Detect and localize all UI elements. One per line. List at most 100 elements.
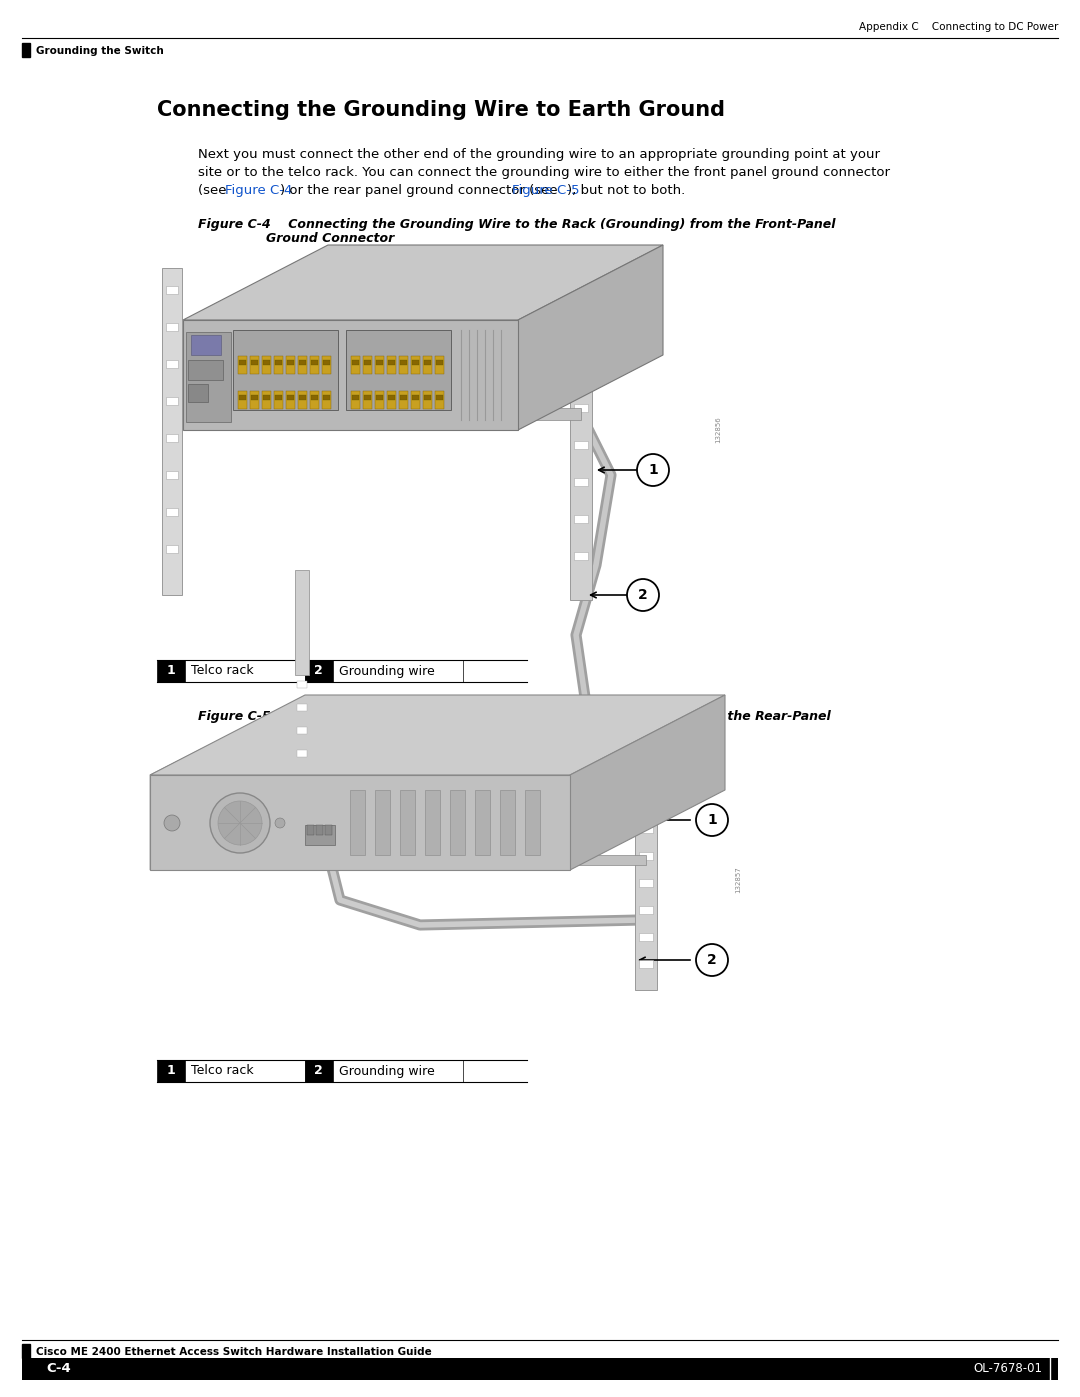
Bar xyxy=(400,395,407,400)
Circle shape xyxy=(210,793,270,854)
Text: Grounding wire: Grounding wire xyxy=(339,665,434,678)
Bar xyxy=(188,360,222,380)
Bar xyxy=(22,1344,30,1358)
Text: (see: (see xyxy=(198,184,230,197)
Bar xyxy=(239,360,246,365)
Text: Ground Connector: Ground Connector xyxy=(266,724,394,738)
Bar xyxy=(400,789,415,855)
Bar xyxy=(400,360,407,365)
Bar xyxy=(286,391,295,409)
Bar xyxy=(310,356,319,374)
Polygon shape xyxy=(570,694,725,870)
Bar xyxy=(525,789,540,855)
Bar xyxy=(388,395,395,400)
Circle shape xyxy=(218,800,262,845)
Bar xyxy=(450,789,465,855)
Bar xyxy=(363,391,372,409)
Bar xyxy=(325,826,332,835)
Bar xyxy=(264,395,270,400)
Bar xyxy=(166,397,178,405)
Text: Connecting the Grounding Wire to Earth Ground: Connecting the Grounding Wire to Earth G… xyxy=(157,101,725,120)
Bar xyxy=(297,680,307,687)
Bar xyxy=(322,391,330,409)
Bar xyxy=(350,789,365,855)
Bar xyxy=(262,356,271,374)
Text: Figure C-4    Connecting the Grounding Wire to the Rack (Grounding) from the Fro: Figure C-4 Connecting the Grounding Wire… xyxy=(198,218,835,231)
Bar xyxy=(573,330,588,338)
Bar xyxy=(376,360,383,365)
Bar xyxy=(239,395,246,400)
Text: Ground Connector: Ground Connector xyxy=(266,232,394,244)
Bar xyxy=(298,391,307,409)
Bar xyxy=(639,933,653,942)
Text: Appendix C    Connecting to DC Power: Appendix C Connecting to DC Power xyxy=(859,22,1058,32)
Bar xyxy=(233,330,338,409)
Bar xyxy=(435,391,444,409)
Bar xyxy=(238,391,247,409)
Bar xyxy=(500,789,515,855)
Text: Telco rack: Telco rack xyxy=(190,1065,253,1077)
Bar xyxy=(375,356,384,374)
Bar xyxy=(323,395,330,400)
Bar xyxy=(635,780,657,990)
Bar xyxy=(352,395,359,400)
Bar xyxy=(639,879,653,887)
Bar xyxy=(513,408,581,420)
Text: 2: 2 xyxy=(707,953,717,967)
Bar xyxy=(424,395,431,400)
Circle shape xyxy=(164,814,180,831)
Bar xyxy=(639,826,653,833)
Bar xyxy=(322,356,330,374)
Bar xyxy=(297,726,307,733)
Polygon shape xyxy=(518,244,663,430)
Text: site or to the telco rack. You can connect the grounding wire to either the fron: site or to the telco rack. You can conne… xyxy=(198,166,890,179)
Bar xyxy=(162,268,183,595)
Bar xyxy=(305,1060,333,1083)
Bar xyxy=(305,826,335,845)
Bar xyxy=(275,360,282,365)
Bar xyxy=(352,360,359,365)
Bar xyxy=(411,391,420,409)
Bar xyxy=(298,356,307,374)
Bar xyxy=(423,356,432,374)
Bar xyxy=(435,356,444,374)
Bar xyxy=(426,789,440,855)
Bar xyxy=(333,659,462,682)
Bar xyxy=(238,356,247,374)
Bar xyxy=(166,471,178,479)
Bar xyxy=(573,404,588,412)
Bar xyxy=(150,775,570,870)
Bar xyxy=(249,356,259,374)
Text: Figure C-5    Connecting the Grounding Wire to the Rack (Grounding) from the Rea: Figure C-5 Connecting the Grounding Wire… xyxy=(198,710,831,724)
Bar xyxy=(573,367,588,374)
Bar xyxy=(475,789,490,855)
Bar xyxy=(262,391,271,409)
Bar xyxy=(364,395,372,400)
Bar xyxy=(166,545,178,553)
Text: C-4: C-4 xyxy=(46,1362,71,1376)
Bar xyxy=(188,384,208,402)
Bar xyxy=(305,659,333,682)
Bar xyxy=(424,360,431,365)
Bar xyxy=(639,798,653,806)
Bar xyxy=(166,509,178,515)
Bar xyxy=(183,320,518,430)
Text: Grounding the Switch: Grounding the Switch xyxy=(36,46,164,56)
Bar xyxy=(185,659,305,682)
Bar xyxy=(310,391,319,409)
Bar xyxy=(166,360,178,367)
Bar xyxy=(423,391,432,409)
Bar xyxy=(264,360,270,365)
Circle shape xyxy=(275,819,285,828)
Bar xyxy=(286,356,295,374)
Bar xyxy=(411,360,419,365)
Text: 1: 1 xyxy=(707,813,717,827)
Bar xyxy=(573,515,588,522)
Bar xyxy=(375,789,390,855)
Bar xyxy=(166,434,178,441)
Bar xyxy=(186,332,231,422)
Bar xyxy=(388,360,395,365)
Bar xyxy=(411,356,420,374)
Bar xyxy=(316,826,323,835)
Bar xyxy=(399,356,408,374)
